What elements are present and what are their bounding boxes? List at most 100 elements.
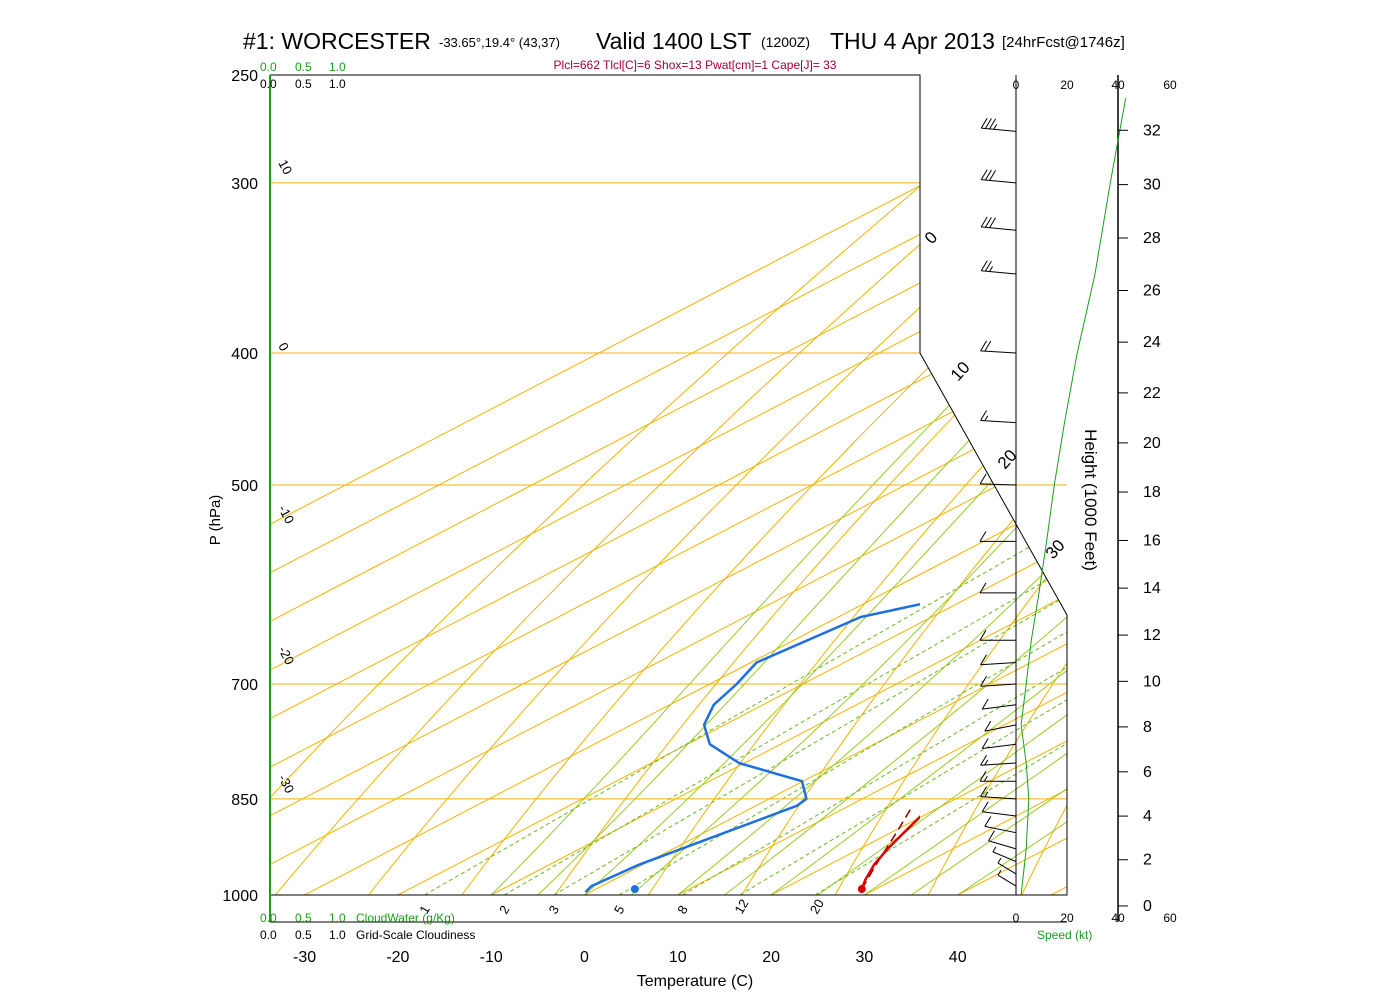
wind-speed-tick-top: 0 — [1013, 78, 1020, 92]
pressure-tick-label: 300 — [231, 176, 258, 193]
valid-date: THU 4 Apr 2013 — [830, 28, 995, 54]
wind-speed-line — [1020, 98, 1127, 896]
wind-barb-half-flag — [992, 846, 997, 853]
wind-barb-staff — [981, 127, 1017, 132]
mixing-ratio-line — [814, 352, 1067, 895]
dry-adiabat-line — [1395, 75, 1400, 895]
wind-barb-flag — [980, 216, 988, 228]
wind-barb-flag — [981, 698, 989, 710]
valid-time: Valid 1400 LST — [596, 28, 752, 54]
wind-barb-flag — [981, 738, 989, 749]
wind-barb — [980, 410, 1017, 424]
moist-adiabat-label: 30 — [1042, 536, 1069, 563]
wind-barb — [997, 857, 1017, 875]
cloud-top-green-2: 1.0 — [329, 60, 346, 74]
wind-barb-staff — [980, 683, 1017, 687]
wind-barb-staff — [997, 874, 1017, 887]
temperature-tick-label: -30 — [293, 949, 316, 966]
mixing-ratio-lines — [424, 352, 1067, 895]
sounding-indices: Plcl=662 Tlcl[C]=6 Shox=13 Pwat[cm]=1 Ca… — [554, 58, 837, 72]
wind-speed-tick-bottom: 0 — [1013, 911, 1020, 925]
wind-barb — [981, 698, 1017, 710]
isotherm-line — [677, 75, 1067, 895]
pressure-tick-label: 250 — [231, 68, 258, 85]
height-tick-label: 28 — [1143, 230, 1161, 247]
mixing-ratio-label: 8 — [674, 903, 691, 917]
wind-barb-staff — [980, 662, 1017, 666]
height-tick-label: 18 — [1143, 484, 1161, 501]
cloud-bottom-green-0: 0.0 — [260, 911, 277, 925]
height-tick-label: 26 — [1143, 283, 1161, 300]
wind-barb-staff — [984, 825, 1017, 834]
wind-barb-staff — [980, 419, 1017, 424]
wind-barb-staff — [980, 350, 1017, 354]
height-tick-label: 16 — [1143, 532, 1161, 549]
height-tick-label: 22 — [1143, 385, 1161, 402]
wind-barb-flag — [980, 260, 988, 272]
utc-time: (1200Z) — [761, 34, 810, 50]
cloud-top-black-0: 0.0 — [260, 77, 277, 91]
moist-adiabat-line — [677, 75, 1067, 895]
wind-speed-profile — [1020, 98, 1127, 896]
wind-barb-flag — [979, 770, 987, 782]
mixing-ratio-label: 20 — [807, 896, 827, 916]
moist-adiabat-line — [630, 75, 1067, 895]
cloud-bottom-black-1: 0.5 — [295, 928, 312, 942]
wind-barb-half-flag — [993, 124, 998, 130]
dry-adiabat-line — [1302, 75, 1400, 895]
pressure-tick-label: 400 — [231, 346, 258, 363]
temperature-tick-label: 10 — [669, 949, 687, 966]
moist-adiabat-line — [537, 75, 1067, 895]
wind-barb-staff — [981, 270, 1017, 275]
isotherm-line — [490, 75, 1067, 895]
wind-speed-tick-bottom: 60 — [1163, 911, 1177, 925]
wind-barb-staff — [997, 862, 1017, 875]
wind-barb — [980, 654, 1017, 666]
wind-barb-flag — [989, 118, 997, 130]
height-tick-label: 8 — [1143, 719, 1152, 736]
pressure-tick-label: 850 — [231, 792, 258, 809]
mixing-ratio-label: 5 — [611, 903, 628, 917]
mixing-ratio-label: 2 — [496, 903, 513, 917]
wind-barb — [979, 473, 1017, 486]
temperature-tick-label: 0 — [580, 949, 589, 966]
mixing-ratio-line — [553, 352, 1067, 895]
mixing-ratio-line — [618, 352, 1067, 895]
temperature-tick-label: 30 — [856, 949, 874, 966]
height-tick-label: 24 — [1143, 334, 1161, 351]
wind-barb-flag — [984, 260, 992, 272]
wind-barb — [981, 801, 1017, 817]
wind-barb — [980, 260, 1017, 275]
wind-barb-staff — [992, 851, 1017, 862]
station-title: #1: WORCESTER — [243, 28, 431, 54]
wind-barb — [980, 340, 1017, 354]
wind-barb — [980, 169, 1017, 184]
height-tick-label: 32 — [1143, 122, 1161, 139]
moist-adiabat-line — [864, 75, 1067, 895]
temperature-tick-label: 20 — [762, 949, 780, 966]
temperature-tick-label: -20 — [386, 949, 409, 966]
pressure-tick-label: 1000 — [222, 888, 258, 905]
wind-barb-staff — [980, 796, 1017, 800]
height-tick-label: 4 — [1143, 808, 1152, 825]
wind-barb-flag — [979, 473, 987, 485]
dry-adiabat-line — [1021, 75, 1067, 895]
wind-barb-staff — [980, 483, 1017, 486]
wind-speed-tick-bottom: 20 — [1060, 911, 1074, 925]
wind-barb-staff — [980, 762, 1017, 766]
wind-barb-staff — [982, 743, 1017, 750]
wind-barb-staff — [984, 724, 1017, 732]
x-axis-title: Temperature (C) — [637, 973, 753, 990]
cloud-water-label: CloudWater (g/Kg) — [356, 911, 455, 925]
wind-barb-flag — [984, 169, 992, 181]
mixing-ratio-label: 3 — [545, 903, 562, 917]
dry-adiabat-line — [1208, 75, 1400, 895]
height-tick-label: 14 — [1143, 580, 1161, 597]
cloud-bottom-green-1: 0.5 — [295, 911, 312, 925]
y-axis-title: P (hPa) — [207, 495, 224, 546]
isotherm-label: 0 — [275, 340, 292, 353]
isobar-lines — [270, 74, 1067, 896]
wind-barb — [979, 629, 1016, 641]
cloud-bottom-black-0: 0.0 — [260, 928, 277, 942]
wind-barb — [979, 582, 1016, 594]
